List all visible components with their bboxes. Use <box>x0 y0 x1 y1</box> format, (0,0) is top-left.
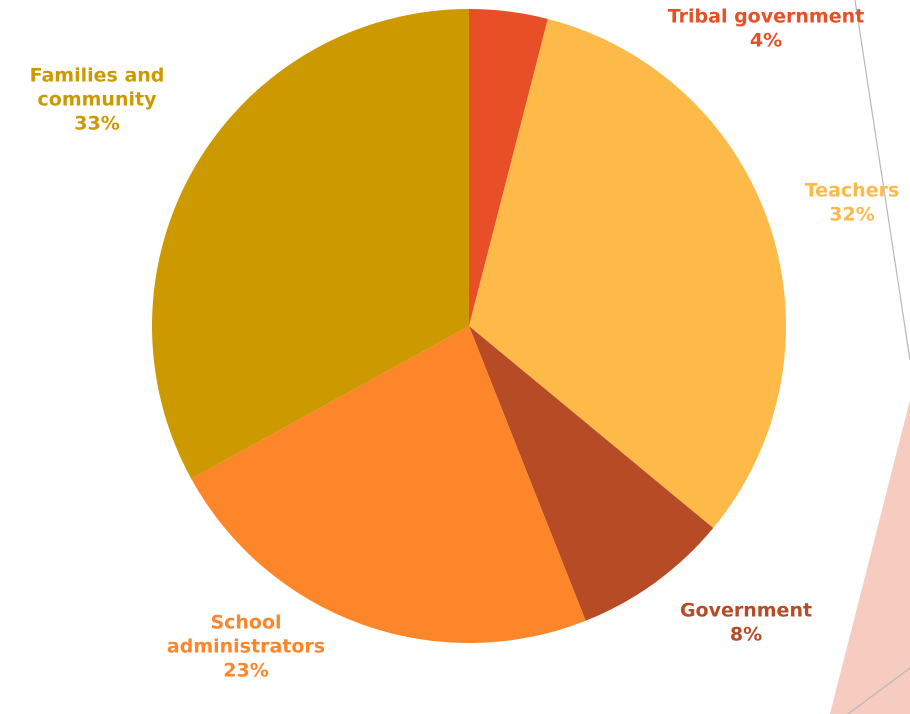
pie-slice-school-administrators <box>191 326 586 644</box>
slice-percent-label: 33% <box>74 113 119 135</box>
slice-name-label: Tribal government <box>668 6 864 28</box>
slice-label-families-and-community: Families and community 33% <box>30 65 165 135</box>
slice-percent-label: 32% <box>829 204 874 226</box>
pie-slice-families-and-community <box>151 9 469 479</box>
slice-name-label: Government <box>680 600 812 622</box>
decorative-triangle <box>830 400 910 714</box>
pie-slice-tribal-government <box>469 9 548 326</box>
slice-label-tribal-government: Tribal government 4% <box>668 6 864 52</box>
pie-labels: Tribal government 4% Teachers 32% Government… <box>30 6 900 682</box>
pie-slice-teachers <box>469 18 786 529</box>
slice-name-label: Families and <box>30 65 165 87</box>
slice-percent-label: 8% <box>730 624 762 646</box>
slice-label-teachers: Teachers 32% <box>805 180 900 226</box>
slice-label-school-administrators: School administrators 23% <box>167 612 325 682</box>
slice-name-label: administrators <box>167 636 325 658</box>
slice-percent-label: 4% <box>750 30 782 52</box>
slice-percent-label: 23% <box>223 660 268 682</box>
slice-name-label: School <box>210 612 281 634</box>
decorative-line <box>847 667 910 714</box>
pie-slice-government <box>469 326 714 621</box>
pie-slices <box>151 9 786 644</box>
background-decoration <box>830 0 910 714</box>
slice-name-label: Teachers <box>805 180 900 202</box>
slice-name-label: community <box>38 89 158 111</box>
decorative-line <box>854 0 910 361</box>
slice-label-government: Government 8% <box>680 600 812 646</box>
